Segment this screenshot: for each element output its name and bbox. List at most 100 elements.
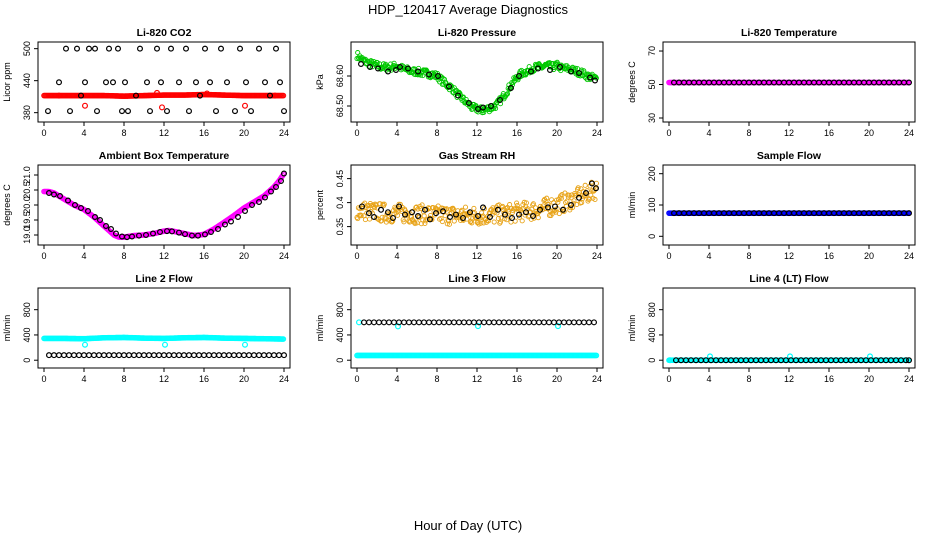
data-point (50, 191, 57, 198)
data-point (150, 230, 157, 237)
data-point (232, 108, 239, 115)
data-series (41, 334, 287, 342)
data-point (91, 214, 98, 221)
data-point (215, 226, 222, 233)
data-point (401, 219, 407, 225)
data-point (563, 200, 569, 206)
data-point (585, 319, 592, 326)
plot-area (354, 319, 600, 359)
x-axis-caption: Hour of Day (UTC) (413, 518, 523, 533)
data-point (248, 108, 255, 115)
data-series (666, 79, 912, 86)
data-point (385, 68, 392, 75)
data-point (544, 195, 550, 201)
y-axis-label: ml/min (315, 315, 325, 342)
plot-area (354, 50, 599, 116)
y-axis-label: ml/min (2, 315, 12, 342)
data-point (461, 319, 468, 326)
data-point (202, 45, 209, 52)
x-tick-label: 16 (512, 374, 522, 384)
data-point (508, 84, 515, 91)
data-point (381, 319, 388, 326)
chart-panel: Gas Stream RH percent 0 4 8 12 16 20 24 0.35 0.4 0.… (315, 150, 604, 261)
data-point (371, 214, 378, 221)
data-point (527, 68, 534, 75)
y-tick-label: 20.0 (22, 196, 32, 214)
data-point (431, 319, 438, 326)
data-point (568, 195, 574, 201)
data-point (410, 66, 416, 72)
data-point (444, 221, 450, 227)
data-point (567, 207, 573, 213)
data-point (572, 192, 578, 198)
data-point (421, 319, 428, 326)
y-tick-label: 440 (22, 73, 32, 88)
data-point (446, 83, 453, 90)
data-point (56, 193, 63, 200)
data-series (45, 352, 288, 359)
data-point (378, 206, 385, 213)
data-point (488, 102, 495, 109)
data-point (55, 92, 62, 99)
data-point (515, 72, 522, 79)
data-point (544, 204, 551, 211)
data-point (102, 223, 109, 230)
data-point (397, 63, 404, 70)
x-tick-label: 0 (41, 128, 46, 138)
data-point (95, 352, 102, 359)
data-point (462, 204, 469, 210)
data-point (558, 193, 564, 199)
chart-panel: Sample Flow ml/min 0 4 8 12 16 20 24 0 100 200 (627, 150, 916, 261)
data-point (261, 352, 268, 359)
x-tick-label: 16 (199, 251, 209, 261)
data-point (381, 201, 387, 207)
data-point (218, 45, 225, 52)
data-point (575, 194, 582, 201)
data-point (592, 185, 599, 192)
data-point (491, 319, 498, 326)
data-point (486, 319, 493, 326)
data-point (228, 218, 235, 225)
plot-frame (662, 287, 916, 369)
data-point (189, 232, 196, 239)
x-tick-label: 20 (239, 128, 249, 138)
data-point (73, 45, 80, 52)
chart-panel: Ambient Box Temperature degrees C 0 4 8 12 16 2… (2, 150, 291, 261)
data-point (570, 319, 577, 326)
data-point (268, 188, 275, 195)
data-point (501, 319, 508, 326)
data-point (466, 319, 473, 326)
data-point (591, 77, 598, 84)
data-point (131, 352, 138, 359)
data-point (567, 202, 574, 209)
y-tick-label: 68.60 (335, 65, 345, 88)
data-point (905, 79, 912, 86)
data-point (575, 319, 582, 326)
data-series (354, 352, 600, 359)
chart-title: Gas Stream RH (439, 150, 515, 162)
data-point (251, 352, 258, 359)
data-point (546, 66, 553, 73)
data-point (419, 202, 425, 208)
data-point (256, 45, 263, 52)
data-point (534, 65, 541, 72)
data-point (415, 68, 422, 75)
data-series (361, 319, 597, 326)
data-point (421, 213, 427, 219)
data-point (107, 226, 114, 233)
data-point (120, 352, 127, 359)
data-point (522, 209, 529, 216)
data-point (545, 319, 552, 326)
data-point (222, 221, 229, 228)
plot-area (666, 210, 912, 217)
plot-area (41, 45, 288, 115)
x-tick-label: 16 (824, 128, 834, 138)
data-point (266, 352, 273, 359)
chart-panel: Line 2 Flow ml/min 0 4 8 12 16 20 24 0 400 800 (2, 273, 291, 384)
y-tick-label: 20.5 (22, 181, 32, 199)
data-point (511, 319, 518, 326)
data-point (383, 216, 389, 222)
data-point (416, 65, 422, 71)
data-point (358, 213, 364, 219)
data-point (467, 101, 473, 107)
